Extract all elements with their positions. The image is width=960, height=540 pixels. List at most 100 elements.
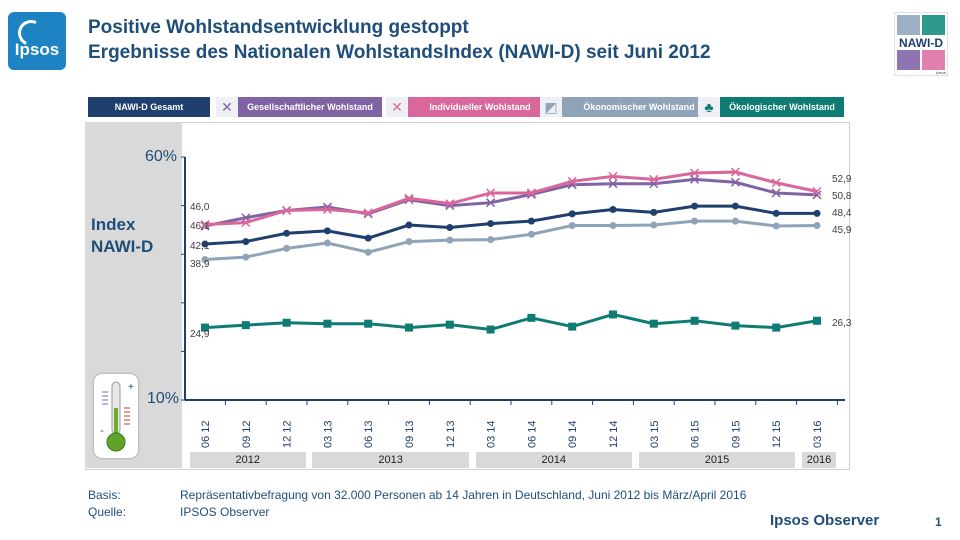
x-tick-label: 12 12 <box>282 420 294 448</box>
legend-item-individuell: ✕ Individueller Wohlstand <box>386 97 552 117</box>
data-point <box>446 223 454 231</box>
data-point <box>323 319 332 328</box>
data-point <box>568 210 576 218</box>
data-point <box>772 209 780 217</box>
series-layer <box>200 167 822 334</box>
x-tick-label: 06 12 <box>200 420 212 448</box>
legend-item-gesamt: NAWI-D Gesamt <box>88 97 210 117</box>
data-point <box>813 316 821 325</box>
end-value-label: 48,4 <box>832 208 852 219</box>
legend-item-oekologisch: ♣ Ökologischer Wohlstand <box>698 97 844 117</box>
end-value-label: 26,3 <box>832 318 852 329</box>
x-tick-label: 06 14 <box>526 420 538 448</box>
start-value-label: 38,9 <box>190 259 210 270</box>
svg-text:-: - <box>100 423 104 437</box>
data-point <box>568 222 576 230</box>
data-point <box>486 188 496 198</box>
year-label: 2016 <box>802 452 836 468</box>
legend-label-gesamt: NAWI-D Gesamt <box>88 97 210 117</box>
x-tick-label: 03 16 <box>812 420 824 448</box>
data-point <box>609 222 617 230</box>
series-line <box>204 312 818 332</box>
start-value-label: 46,1 <box>190 221 210 232</box>
data-point <box>363 208 373 218</box>
series-line <box>204 170 818 227</box>
year-label: 2014 <box>475 452 632 468</box>
series-line <box>204 204 817 246</box>
index-label-line1: Index <box>91 215 136 234</box>
index-label: Index NAWI-D <box>91 214 153 258</box>
data-point <box>446 236 454 244</box>
data-point <box>772 323 781 332</box>
data-point <box>487 236 495 244</box>
data-point <box>486 325 495 334</box>
x-tick-label: 03 14 <box>486 420 498 448</box>
data-point <box>201 323 209 332</box>
data-point <box>649 174 659 184</box>
data-point <box>487 220 495 228</box>
data-point <box>649 319 658 328</box>
ipsos-logo-text: Ipsos <box>14 40 60 59</box>
data-point <box>691 217 699 225</box>
legend-item-gesellschaft: ✕ Gesellschaftlicher Wohlstand <box>216 97 382 117</box>
data-point <box>201 240 209 248</box>
data-point <box>690 316 699 325</box>
data-point <box>283 229 291 237</box>
x-tick-label: 12 15 <box>771 420 783 448</box>
year-label: 2015 <box>638 452 796 468</box>
series-line <box>204 219 818 262</box>
start-value-label: 24,9 <box>190 329 210 340</box>
legend-item-oekonomisch: ◩ Ökonomischer Wohlstand <box>540 97 716 117</box>
data-point <box>772 222 780 230</box>
page-title-line2: Ergebnisse des Nationalen WohlstandsInde… <box>88 42 711 63</box>
data-point <box>609 205 617 213</box>
index-label-line2: NAWI-D <box>91 237 154 256</box>
data-point <box>527 217 535 225</box>
data-point <box>405 221 413 229</box>
footer-basis-text: Repräsentativbefragung von 32.000 Person… <box>180 488 747 502</box>
data-point <box>405 238 413 246</box>
data-point <box>364 319 373 328</box>
thermometer-icon: + - <box>94 374 138 458</box>
data-point <box>812 186 822 197</box>
data-point <box>731 217 739 225</box>
data-point <box>771 188 781 198</box>
data-point <box>242 238 250 246</box>
data-point <box>526 188 536 198</box>
brand-label: Ipsos Observer <box>770 512 880 529</box>
year-label: 2012 <box>190 452 306 468</box>
data-point <box>608 171 618 181</box>
data-point <box>568 322 577 331</box>
data-point <box>364 234 372 242</box>
data-point <box>200 220 210 230</box>
data-point <box>445 320 454 329</box>
data-point <box>771 178 781 188</box>
footer-basis-label: Basis: <box>88 488 121 502</box>
data-point <box>608 179 618 189</box>
svg-text:+: + <box>128 382 134 393</box>
x-tick-label: 06 13 <box>363 420 375 448</box>
data-point <box>486 198 496 208</box>
chart-icon: ◩ <box>540 97 562 117</box>
start-value-label: 46,0 <box>190 202 210 213</box>
x-tick-label: 09 12 <box>241 420 253 448</box>
data-point <box>241 218 251 228</box>
data-point <box>731 202 739 210</box>
footer-source-text: IPSOS Observer <box>180 505 270 519</box>
data-point <box>690 168 700 178</box>
start-value-label: 42,1 <box>190 241 210 252</box>
y-axis-max-label: 60% <box>145 148 178 165</box>
data-point <box>691 202 699 210</box>
data-point <box>445 199 455 209</box>
data-point <box>650 208 658 216</box>
data-point <box>527 313 536 322</box>
data-point <box>609 310 617 319</box>
data-point <box>241 321 250 330</box>
badge-tile-economic-icon <box>897 15 920 35</box>
x-tick-label: 03 15 <box>649 420 661 448</box>
data-point <box>730 167 740 177</box>
y-axis-min-label: 10% <box>147 390 180 407</box>
data-point <box>527 230 535 238</box>
x-tick-label: 12 13 <box>445 420 457 448</box>
